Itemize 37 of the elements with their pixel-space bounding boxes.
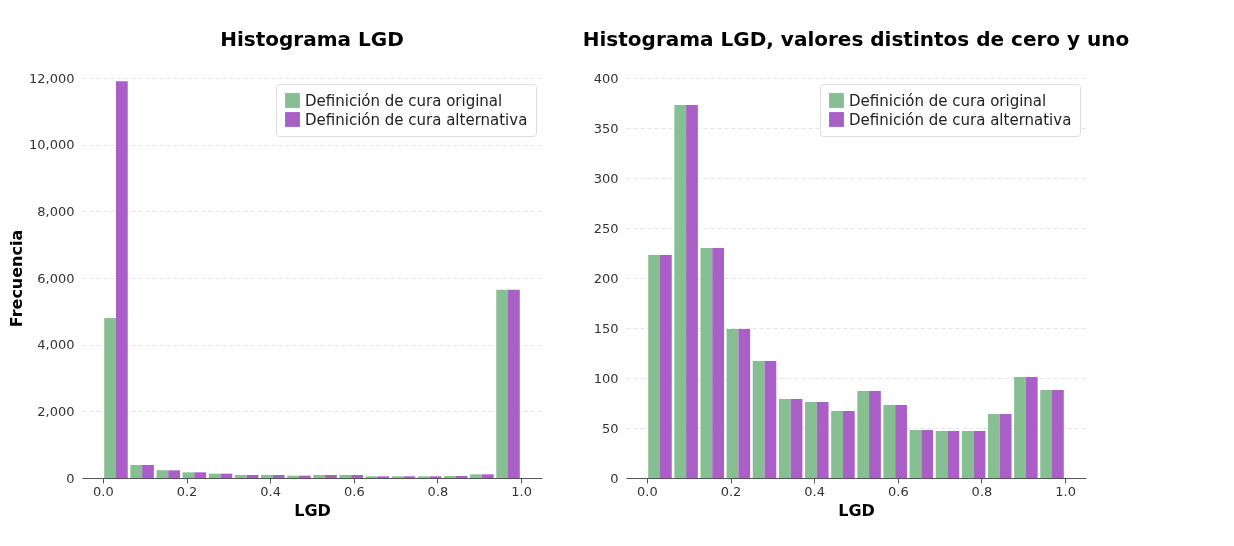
y-tick-label: 400 [593,70,619,86]
y-tick-label: 6,000 [37,270,75,286]
y-axis-title: Frecuencia [7,229,27,328]
y-tick-label: 200 [593,270,619,286]
x-axis-title: LGD [838,500,875,520]
y-tick-label: 100 [593,370,619,386]
x-tick-label: 0.6 [887,483,909,499]
x-tick-label: 0.8 [971,483,993,499]
chart-title: Histograma LGD, valores distintos de cero y uno [582,27,1130,51]
y-tick-label: 0 [610,470,619,486]
chart-title: Histograma LGD [220,27,404,51]
x-tick-label: 0.8 [427,483,449,499]
y-tick-label: 350 [593,120,619,136]
x-axis-title: LGD [294,500,331,520]
x-tick-label: 0.4 [804,483,826,499]
legend-label: Definición de cura alternativa [305,110,528,129]
x-tick-label: 0.2 [720,483,742,499]
y-tick-label: 2,000 [37,403,75,419]
legend-label: Definición de cura original [305,91,503,110]
y-tick-label: 10,000 [29,137,75,153]
y-tick-label: 150 [593,320,619,336]
y-tick-label: 50 [601,420,619,436]
y-tick-label: 4,000 [37,337,75,353]
x-tick-label: 1.0 [511,483,532,499]
legend-label: Definición de cura original [849,91,1047,110]
y-tick-label: 300 [593,170,619,186]
legend-label: Definición de cura alternativa [849,110,1072,129]
x-tick-label: 0.2 [176,483,198,499]
y-tick-label: 12,000 [29,70,75,86]
x-tick-label: 1.0 [1055,483,1076,499]
y-tick-label: 0 [66,470,75,486]
y-tick-label: 8,000 [37,203,75,219]
x-tick-label: 0.0 [637,483,658,499]
x-tick-label: 0.4 [260,483,282,499]
y-tick-label: 250 [593,220,619,236]
x-tick-label: 0.6 [343,483,365,499]
x-tick-label: 0.0 [93,483,114,499]
